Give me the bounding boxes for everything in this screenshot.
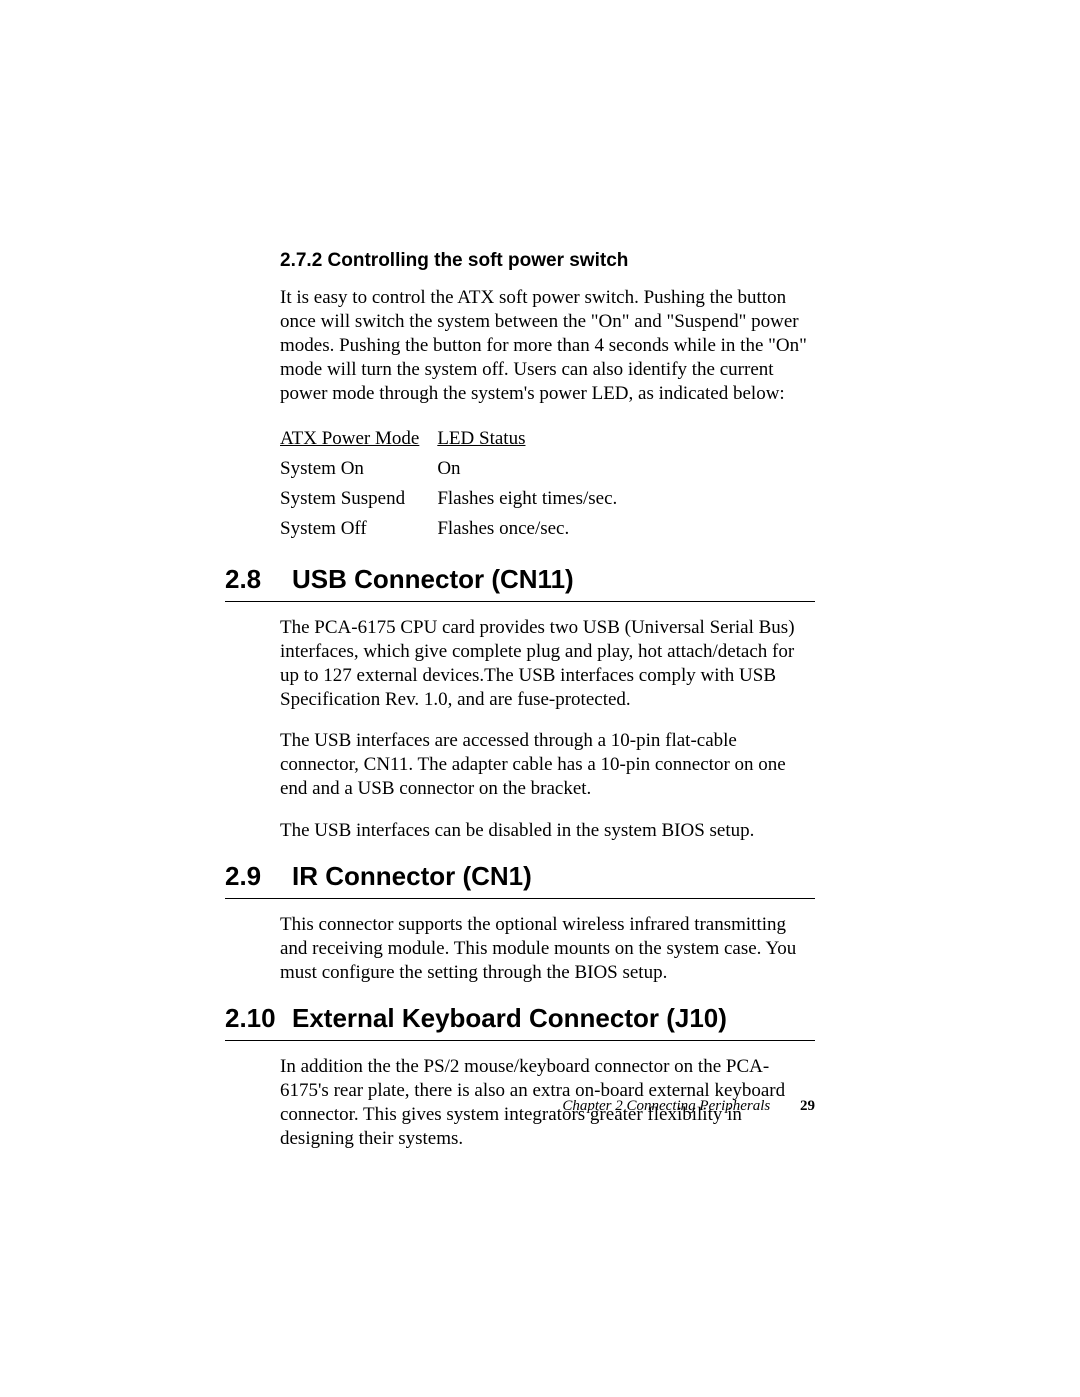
section-rule: [225, 898, 815, 899]
table-cell: System Suspend: [280, 484, 437, 514]
table-row: System Suspend Flashes eight times/sec.: [280, 484, 617, 514]
table-cell: System On: [280, 454, 437, 484]
heading-number: 2.10: [225, 1003, 292, 1034]
section-rule: [225, 1040, 815, 1041]
table-header: LED Status: [437, 424, 617, 454]
power-mode-table: ATX Power Mode LED Status System On On S…: [280, 424, 617, 544]
footer-chapter: Chapter 2 Connecting Peripherals: [562, 1098, 770, 1114]
heading-title: USB Connector (CN11): [292, 564, 574, 594]
heading-29: 2.9IR Connector (CN1): [225, 861, 815, 892]
paragraph-28-2: The USB interfaces are accessed through …: [280, 729, 815, 801]
footer-page-number: 29: [800, 1098, 815, 1114]
table-cell: Flashes once/sec.: [437, 514, 617, 544]
table-header-row: ATX Power Mode LED Status: [280, 424, 617, 454]
table-row: System Off Flashes once/sec.: [280, 514, 617, 544]
heading-title: External Keyboard Connector (J10): [292, 1003, 727, 1033]
table-row: System On On: [280, 454, 617, 484]
table-header: ATX Power Mode: [280, 424, 437, 454]
section-rule: [225, 601, 815, 602]
heading-title: IR Connector (CN1): [292, 861, 532, 891]
document-page: 2.7.2 Controlling the soft power switch …: [0, 0, 1080, 1397]
heading-210: 2.10External Keyboard Connector (J10): [225, 1003, 815, 1034]
table-cell: On: [437, 454, 617, 484]
content-area: 2.7.2 Controlling the soft power switch …: [225, 250, 815, 1169]
page-footer: Chapter 2 Connecting Peripherals 29: [225, 1098, 815, 1115]
heading-number: 2.8: [225, 564, 292, 595]
table-cell: System Off: [280, 514, 437, 544]
heading-28: 2.8USB Connector (CN11): [225, 564, 815, 595]
table-cell: Flashes eight times/sec.: [437, 484, 617, 514]
paragraph-29-1: This connector supports the optional wir…: [280, 913, 815, 985]
paragraph-272: It is easy to control the ATX soft power…: [280, 286, 815, 406]
paragraph-28-1: The PCA-6175 CPU card provides two USB (…: [280, 616, 815, 712]
heading-number: 2.9: [225, 861, 292, 892]
paragraph-28-3: The USB interfaces can be disabled in th…: [280, 819, 815, 843]
subheading-272: 2.7.2 Controlling the soft power switch: [280, 250, 815, 272]
